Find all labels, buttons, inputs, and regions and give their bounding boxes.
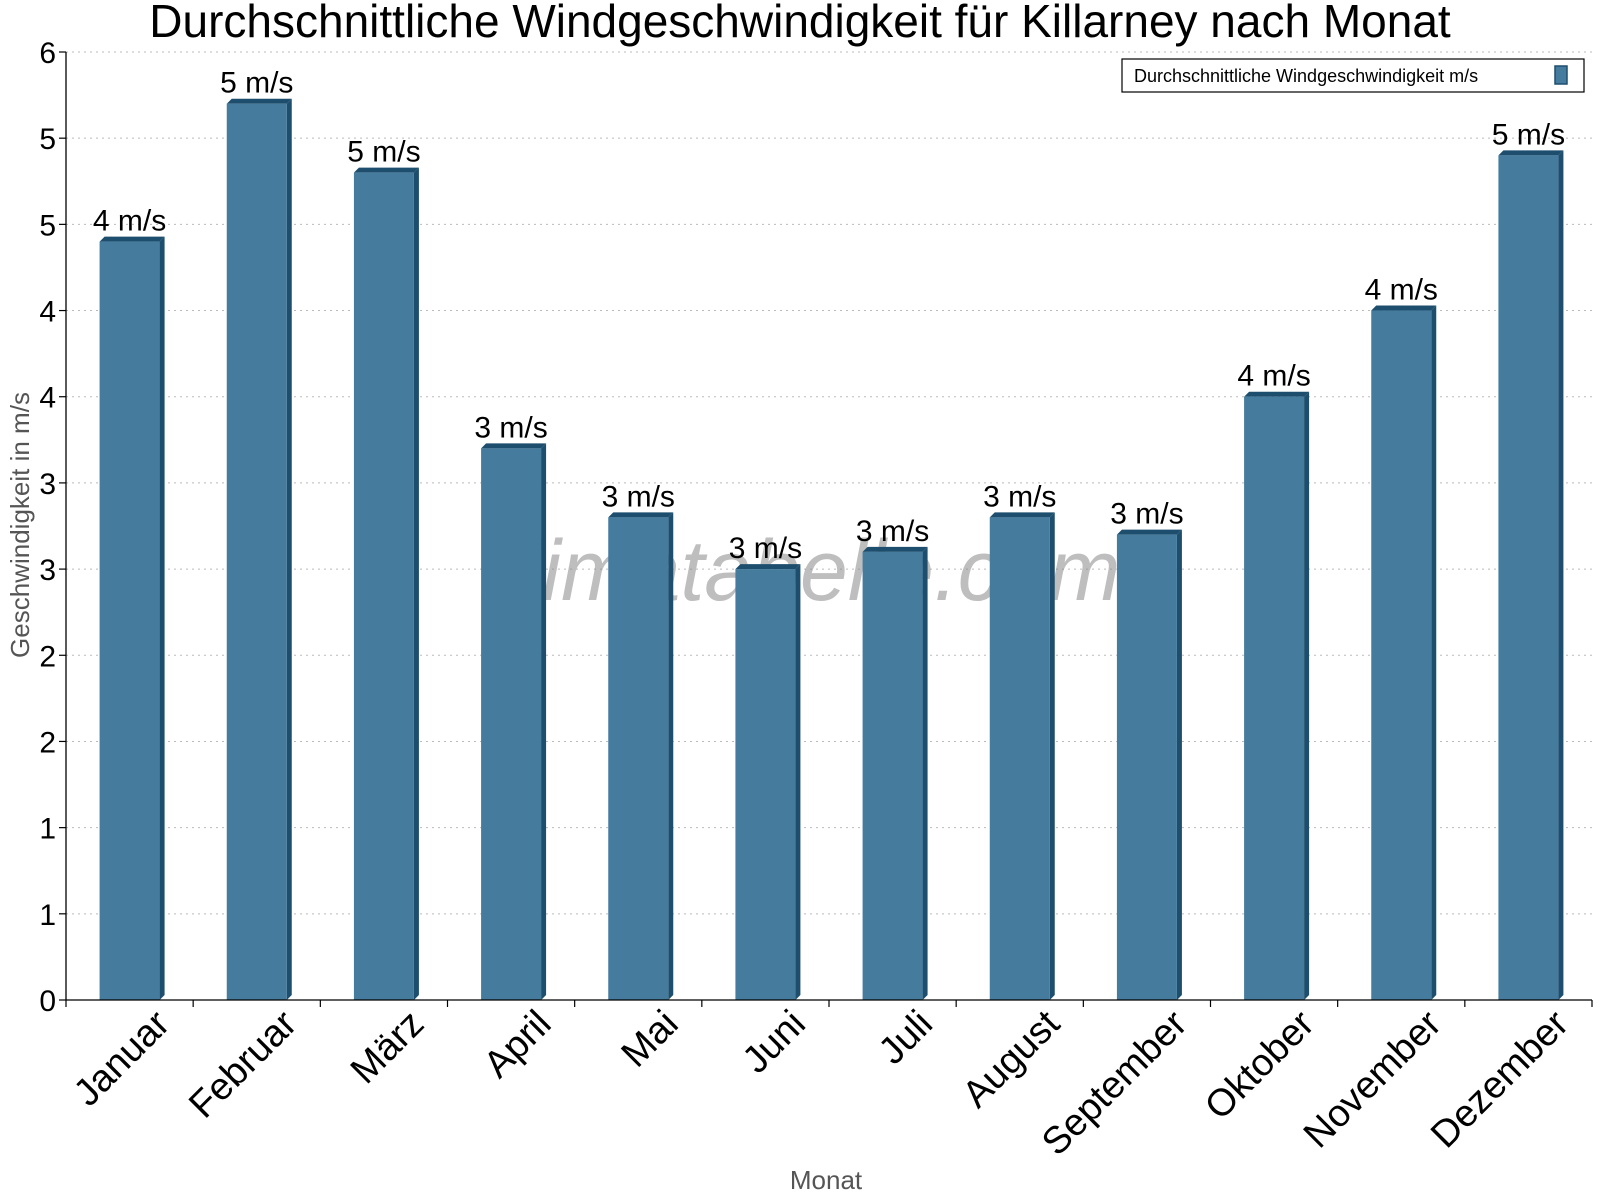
bar-side: [922, 546, 928, 1000]
bar-top: [862, 546, 928, 552]
data-labels: 4 m/s 5 m/s 5 m/s 3 m/s 3 m/s 3 m/s 3 m/s 3 m/s…: [93, 67, 1565, 565]
bar: [1371, 305, 1437, 1001]
bar-side: [159, 236, 165, 1001]
bar-front: [99, 241, 160, 1001]
data-label: 3 m/s: [602, 480, 675, 513]
bar-front: [1116, 534, 1177, 1000]
bar-top: [481, 443, 547, 449]
x-tick-label: März: [343, 1003, 432, 1092]
bar-top: [1116, 529, 1182, 535]
bar-top: [353, 167, 419, 173]
x-tick-label: Dezember: [1423, 1002, 1577, 1156]
x-axis-title: Monat: [790, 1165, 863, 1195]
bar-top: [1244, 391, 1310, 397]
bar: [1116, 529, 1182, 1000]
bar-top: [226, 98, 292, 104]
bar-side: [1049, 512, 1055, 1000]
x-tick-label: Januar: [66, 1002, 178, 1114]
data-label: 3 m/s: [856, 515, 929, 548]
y-tick-label: 2: [39, 640, 56, 673]
x-tick-label: Juli: [871, 1003, 941, 1073]
y-axis-ticks: 0 1 1 2 2 3 3 4 4 5 5 6: [39, 37, 66, 1018]
data-label: 3 m/s: [729, 532, 802, 565]
data-label: 4 m/s: [93, 205, 166, 238]
bar-series: [99, 98, 1564, 1001]
x-tick-label: Februar: [181, 1002, 305, 1126]
bar-front: [1244, 396, 1305, 1000]
bar-side: [413, 167, 419, 1000]
bar-front: [481, 448, 542, 1000]
y-tick-label: 5: [39, 209, 56, 242]
y-tick-label: 4: [39, 382, 56, 415]
bar-side: [1558, 150, 1564, 1000]
data-label: 5 m/s: [220, 67, 293, 100]
bar-side: [1176, 529, 1182, 1000]
bar-front: [989, 517, 1050, 1000]
bar: [735, 564, 801, 1000]
gridlines: [66, 51, 1592, 915]
bar-front: [226, 103, 287, 1000]
bar-top: [1498, 150, 1564, 156]
bar: [862, 546, 928, 1000]
legend-box: [1121, 58, 1585, 93]
x-tick-label: Mai: [614, 1003, 687, 1076]
bar-front: [608, 517, 669, 1000]
y-tick-label: 3: [39, 468, 56, 501]
legend-label: Durchschnittliche Windgeschwindigkeit m/…: [1134, 66, 1478, 86]
bar-front: [862, 551, 923, 1000]
y-tick-label: 1: [39, 813, 56, 846]
data-label: 5 m/s: [1492, 118, 1565, 151]
bar: [353, 167, 419, 1000]
y-axis-title: Geschwindigkeit in m/s: [5, 392, 35, 658]
x-tick-label: Juni: [735, 1003, 814, 1082]
y-tick-label: 2: [39, 726, 56, 759]
bar-side: [1431, 305, 1437, 1001]
bar-top: [735, 564, 801, 570]
y-tick-label: 3: [39, 554, 56, 587]
bar: [1244, 391, 1310, 1000]
bar-side: [286, 98, 292, 1000]
bar-side: [668, 512, 674, 1000]
bar-front: [735, 569, 796, 1000]
legend: Durchschnittliche Windgeschwindigkeit m/…: [1121, 58, 1585, 93]
bar-front: [1371, 310, 1432, 1001]
y-tick-label: 4: [39, 296, 56, 329]
x-axis-ticks: Januar Februar März April Mai Juni Juli AugustS…: [65, 1000, 1593, 1164]
data-label: 3 m/s: [983, 480, 1056, 513]
bar: [481, 443, 547, 1000]
bar-front: [353, 172, 414, 1000]
bar-side: [795, 564, 801, 1000]
legend-swatch: [1554, 65, 1568, 85]
bar: [989, 512, 1055, 1000]
data-label: 4 m/s: [1237, 360, 1310, 393]
bar: [608, 512, 674, 1000]
data-label: 3 m/s: [1110, 498, 1183, 531]
chart-title: Durchschnittliche Windgeschwindigkeit fü…: [149, 0, 1451, 47]
bar-side: [541, 443, 547, 1000]
bar-top: [608, 512, 674, 518]
bar-top: [99, 236, 165, 242]
data-label: 3 m/s: [474, 411, 547, 444]
bar-side: [1304, 391, 1310, 1000]
bar: [1498, 150, 1564, 1000]
data-label: 5 m/s: [347, 136, 420, 169]
x-tick-label: Oktober: [1197, 1002, 1323, 1128]
y-tick-label: 5: [39, 123, 56, 156]
x-tick-label: November: [1296, 1002, 1450, 1156]
x-tick-label: August: [955, 1002, 1069, 1116]
x-tick-label: April: [476, 1003, 559, 1086]
y-tick-label: 1: [39, 899, 56, 932]
bar-top: [989, 512, 1055, 518]
bar-front: [1498, 155, 1559, 1000]
y-tick-label: 6: [39, 37, 56, 70]
bar: [226, 98, 292, 1000]
bar: [99, 236, 165, 1001]
y-tick-label: 0: [39, 985, 56, 1018]
bar-top: [1371, 305, 1437, 311]
data-label: 4 m/s: [1365, 274, 1438, 307]
